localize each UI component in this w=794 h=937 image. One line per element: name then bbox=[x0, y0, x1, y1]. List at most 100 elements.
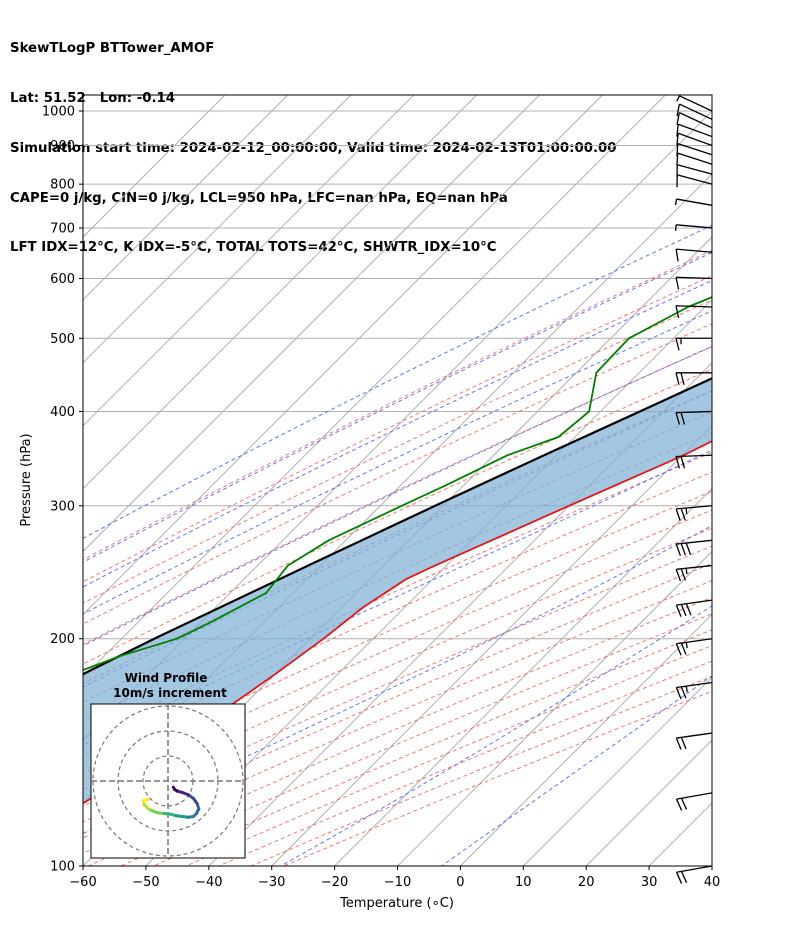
barb-half-flag bbox=[685, 507, 688, 515]
time-line: Simulation start time: 2024-02-12_00:00:… bbox=[10, 140, 617, 156]
barb-shaft bbox=[677, 143, 713, 156]
barb-shaft bbox=[676, 732, 713, 739]
moist-adiabat bbox=[83, 449, 712, 746]
barb-shaft bbox=[677, 164, 713, 175]
wind-barb bbox=[675, 276, 713, 290]
chart-title: SkewTLogP BTTower_AMOF bbox=[10, 41, 215, 57]
barb-shaft bbox=[679, 95, 713, 112]
isotherm bbox=[83, 95, 289, 301]
isotherm bbox=[711, 865, 712, 866]
barb-flag bbox=[675, 604, 682, 617]
parcel-profile-line bbox=[83, 377, 712, 676]
y-tick-label: 700 bbox=[50, 221, 75, 236]
dry-adiabat bbox=[83, 275, 712, 583]
barb-shaft bbox=[676, 198, 713, 206]
barb-flag bbox=[680, 543, 687, 556]
barb-flag bbox=[676, 133, 679, 146]
barb-flag bbox=[675, 372, 680, 385]
wind-barb bbox=[675, 337, 712, 351]
barb-half-flag bbox=[685, 568, 688, 575]
isotherm bbox=[83, 95, 226, 238]
moist-adiabat bbox=[83, 525, 712, 835]
wind-barb bbox=[675, 505, 713, 521]
barb-flag bbox=[680, 797, 688, 810]
barb-shaft bbox=[677, 132, 713, 147]
barb-shaft bbox=[676, 792, 713, 800]
wind-barb bbox=[675, 865, 713, 884]
dry-adiabat bbox=[83, 490, 712, 774]
wind-barb bbox=[676, 95, 713, 112]
y-tick-label: 100 bbox=[50, 860, 75, 875]
isotherm bbox=[83, 95, 352, 364]
barb-flag bbox=[680, 372, 685, 385]
hodograph-title: Wind Profile bbox=[125, 671, 208, 685]
barb-flag bbox=[680, 508, 686, 521]
barb-half-flag bbox=[674, 198, 678, 206]
wind-barb bbox=[675, 681, 713, 700]
barb-flag bbox=[675, 412, 681, 425]
barb-flag bbox=[675, 338, 680, 351]
barb-shaft bbox=[677, 123, 713, 138]
barb-shaft bbox=[679, 112, 713, 129]
barb-flag bbox=[680, 568, 687, 581]
barb-flag bbox=[675, 569, 682, 582]
isotherm bbox=[522, 676, 712, 866]
y-tick-label: 500 bbox=[50, 332, 75, 347]
y-tick-label: 300 bbox=[50, 499, 75, 514]
isotherm bbox=[83, 95, 477, 490]
isotherm bbox=[83, 95, 540, 553]
x-tick-label: −20 bbox=[321, 875, 348, 890]
cin-shading bbox=[83, 378, 712, 804]
barb-flag bbox=[675, 249, 679, 262]
barb-shaft bbox=[676, 505, 713, 510]
dry-adiabat bbox=[153, 629, 712, 866]
x-tick-label: 10 bbox=[515, 875, 532, 890]
data-layer bbox=[83, 296, 712, 805]
barb-flag bbox=[676, 124, 679, 137]
barb-flag bbox=[685, 542, 692, 555]
temperature-line bbox=[83, 440, 712, 805]
barb-shaft bbox=[676, 248, 713, 253]
wind-barb bbox=[676, 112, 713, 129]
wind-barb bbox=[675, 732, 713, 750]
y-tick-label: 900 bbox=[50, 139, 75, 154]
barb-shaft bbox=[676, 865, 713, 873]
isotherm bbox=[397, 550, 712, 866]
wind-barb bbox=[675, 248, 713, 262]
barb-flag bbox=[680, 412, 686, 425]
barb-flag bbox=[675, 305, 680, 319]
barb-half-flag bbox=[676, 95, 680, 102]
barb-flag bbox=[680, 737, 687, 750]
isotherm bbox=[460, 613, 712, 866]
barb-flag bbox=[680, 642, 687, 655]
chart-header: SkewTLogP BTTower_AMOF Lat: 51.52 Lon: -… bbox=[10, 8, 617, 274]
barb-flag bbox=[680, 686, 687, 699]
x-tick-label: 40 bbox=[704, 875, 721, 890]
barb-shaft bbox=[676, 564, 713, 570]
barb-flag bbox=[676, 153, 679, 166]
dry-adiabat bbox=[83, 545, 712, 823]
wind-barb bbox=[675, 372, 712, 385]
wind-barb bbox=[676, 164, 713, 178]
wind-barb bbox=[676, 152, 713, 166]
wind-barb bbox=[675, 792, 713, 811]
isotherm bbox=[83, 95, 415, 427]
wind-barb bbox=[674, 198, 713, 206]
indices-line-2: LFT IDX=12°C, K IDX=-5°C, TOTAL TOTS=42°… bbox=[10, 240, 497, 256]
hodograph-inset: Wind Profile 10m/s increment bbox=[90, 671, 246, 859]
barb-flag bbox=[675, 543, 682, 556]
barb-shaft bbox=[675, 276, 713, 280]
wind-barbs bbox=[674, 95, 713, 884]
hodograph-segment bbox=[171, 785, 177, 791]
hodograph-subtitle: 10m/s increment bbox=[113, 686, 227, 700]
barb-flag bbox=[675, 456, 681, 469]
y-axis-label: Pressure (hPa) bbox=[19, 433, 34, 526]
indices-line-1: CAPE=0 j/kg, CIN=0 j/kg, LCL=950 hPa, LF… bbox=[10, 190, 508, 206]
barb-shaft bbox=[676, 539, 713, 545]
barb-flag bbox=[675, 277, 680, 290]
dry-adiabat bbox=[83, 471, 712, 757]
wind-barb bbox=[675, 599, 713, 617]
wind-barb bbox=[675, 454, 713, 469]
moist-adiabat bbox=[83, 251, 712, 563]
